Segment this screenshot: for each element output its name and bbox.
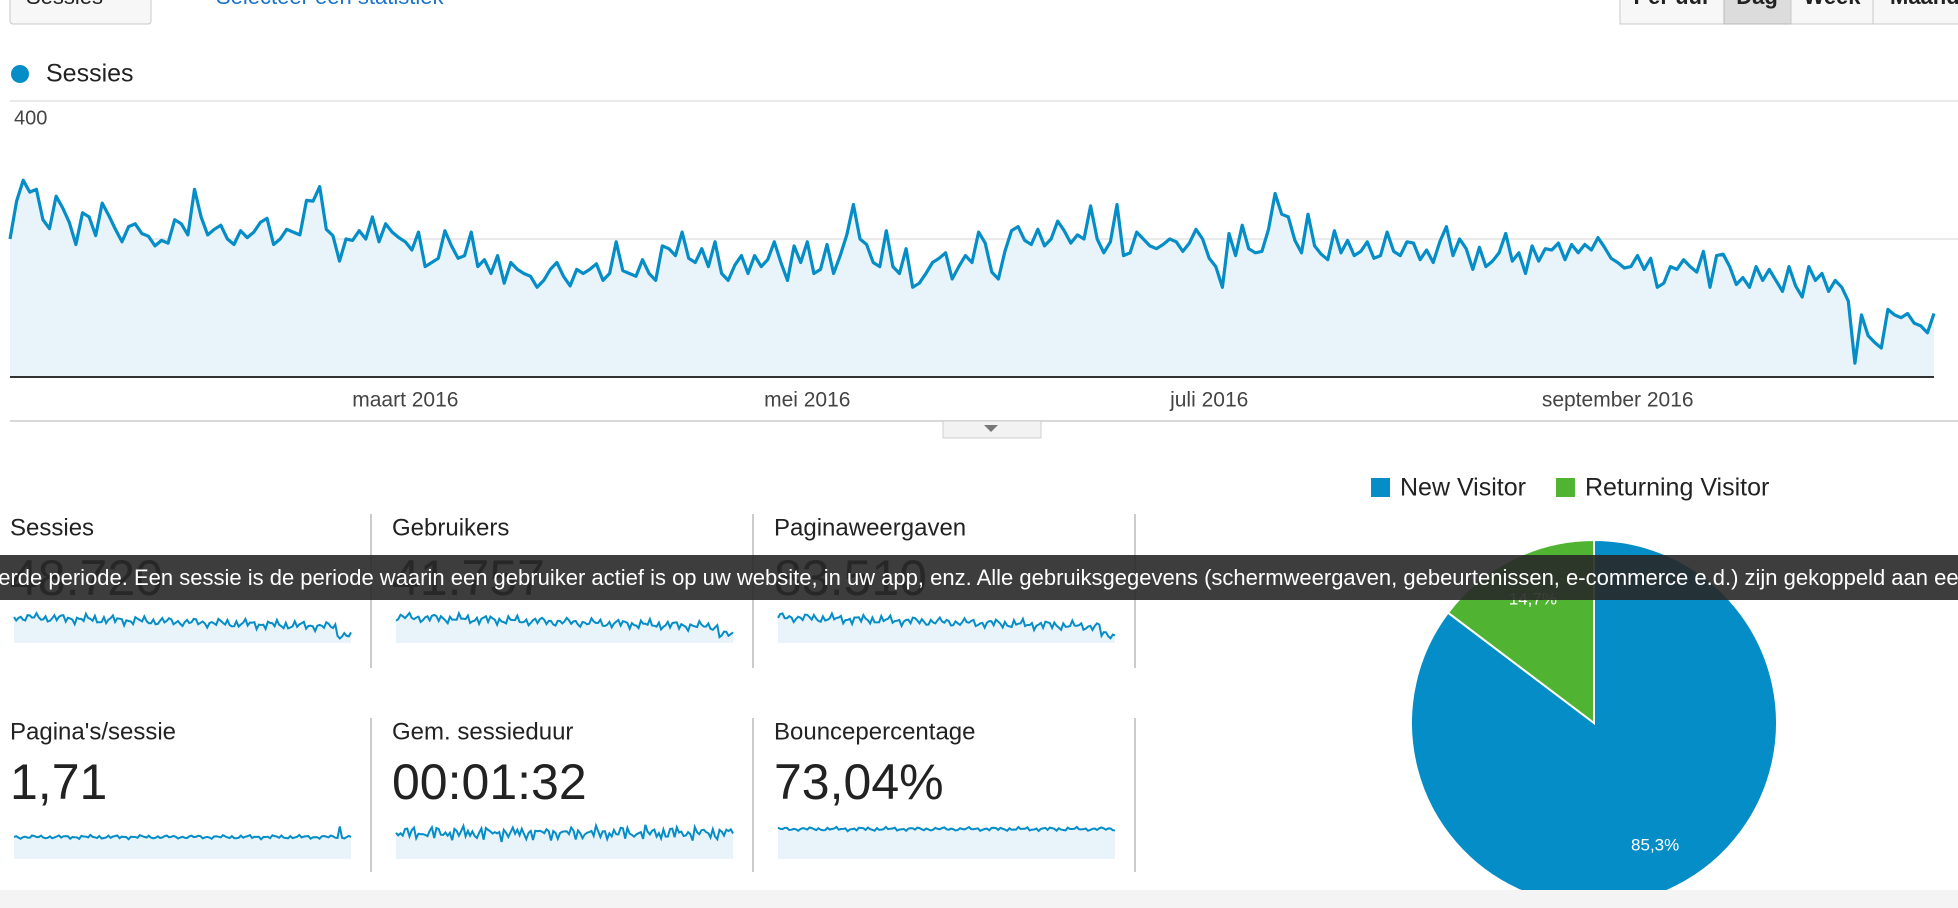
metric-value: 73,04% <box>774 754 944 810</box>
metric-label: Bouncepercentage <box>774 718 976 745</box>
metric-label: Gebruikers <box>392 514 509 541</box>
metric-label: Paginaweergaven <box>774 514 966 541</box>
collapse-arrow <box>984 425 998 432</box>
week-button[interactable] <box>1790 0 1874 25</box>
metric-label: Gem. sessieduur <box>392 718 573 745</box>
sparkline <box>13 611 352 640</box>
hour-button-label: Per uur <box>1633 0 1710 9</box>
slice-label: 85,3% <box>1631 835 1679 854</box>
sparkline-area <box>396 824 733 859</box>
x-tick-label: september 2016 <box>1542 389 1694 412</box>
x-tick-label: mei 2016 <box>764 389 850 412</box>
sparkline-area <box>778 613 1115 643</box>
month-button-label: Maand <box>1890 0 1958 9</box>
x-tick-label: maart 2016 <box>352 389 458 412</box>
sparkline <box>777 610 1116 640</box>
day-button-label: Dag <box>1736 0 1778 9</box>
legend-label: Returning Visitor <box>1585 474 1769 502</box>
metric-label: Pagina's/sessie <box>10 718 176 745</box>
footer-bar <box>0 890 1958 908</box>
metric-dropdown[interactable] <box>9 0 152 25</box>
tooltip: eerde periode. Een sessie is de periode … <box>0 555 1958 600</box>
select-metric-link[interactable]: Selecteer een statistiek <box>216 0 444 9</box>
sparkline <box>395 822 734 843</box>
metric-value: 1,71 <box>10 754 107 810</box>
area <box>10 180 1934 377</box>
sparkline-area <box>14 826 351 859</box>
sparkline <box>777 825 1116 833</box>
legend-dot <box>11 65 29 83</box>
metric-label: Sessies <box>10 514 94 541</box>
tooltip-text: eerde periode. Een sessie is de periode … <box>0 565 1958 590</box>
metric-value: 00:01:32 <box>392 754 587 810</box>
sparkline-area <box>778 826 1115 859</box>
legend-swatch <box>1371 478 1390 497</box>
x-tick-label: juli 2016 <box>1169 389 1248 412</box>
metric-dropdown-label: Sessies <box>26 0 103 9</box>
y-tick-label: 400 <box>14 107 47 129</box>
week-button-label: Week <box>1803 0 1861 9</box>
sparkline <box>13 826 352 841</box>
series-line <box>8 178 1936 365</box>
sparkline-area <box>396 613 733 643</box>
sparkline-area <box>14 613 351 643</box>
legend-swatch <box>1555 478 1575 497</box>
sparkline <box>395 610 734 639</box>
legend-label: New Visitor <box>1400 474 1526 502</box>
legend-label: Sessies <box>46 60 134 88</box>
month-button[interactable] <box>1872 0 1958 25</box>
